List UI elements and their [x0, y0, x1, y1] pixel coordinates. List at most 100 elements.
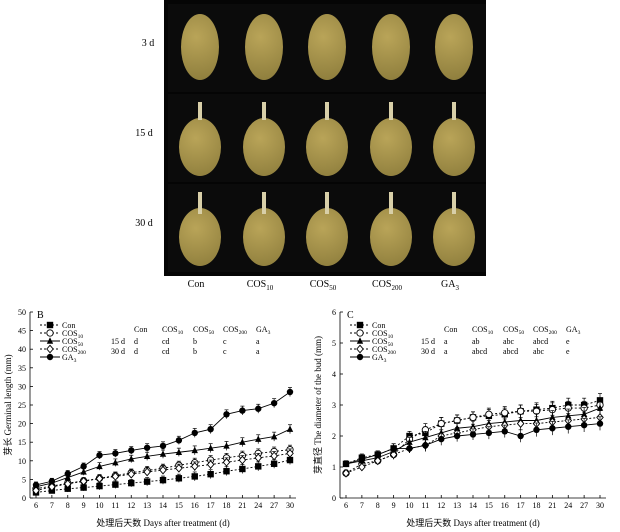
legend-label-sub: 10 — [388, 334, 394, 340]
photo-cell — [422, 94, 486, 182]
x-axis-label: 处理后天数 Days after treatment (d) — [96, 517, 229, 528]
data-point — [175, 463, 183, 473]
table-header-main: COS — [503, 325, 519, 334]
legend-label: Con — [62, 321, 75, 330]
y-tick-label: 45 — [18, 327, 26, 336]
tuber-image — [243, 118, 285, 176]
legend-label-main: GA — [372, 353, 384, 362]
column-label-sub: 50 — [329, 284, 337, 292]
legend-label-sub: 3 — [74, 358, 77, 364]
data-point — [356, 337, 364, 344]
legend-label-sub: 10 — [78, 334, 84, 340]
sprout — [198, 102, 202, 120]
data-point — [128, 447, 135, 454]
legend-label-sub: 200 — [78, 350, 87, 356]
legend-label: COS10 — [372, 329, 393, 340]
data-point — [406, 438, 413, 445]
table-cell: a — [444, 337, 448, 346]
table-header-main: COS — [223, 325, 239, 334]
legend-label-main: COS — [372, 337, 388, 346]
data-point — [239, 438, 246, 445]
table-header: COS50 — [193, 325, 214, 336]
y-tick-label: 0 — [332, 494, 336, 503]
table-header-sub: 3 — [268, 330, 271, 336]
column-label-sub: 3 — [455, 284, 459, 292]
legend-label-main: COS — [372, 345, 388, 354]
photo-cell — [232, 184, 296, 272]
table-header-main: Con — [134, 325, 147, 334]
table-header: COS200 — [223, 325, 247, 336]
tuber-image — [179, 118, 221, 176]
x-tick-label: 18 — [533, 501, 541, 510]
x-tick-label: 6 — [344, 501, 348, 510]
data-point — [96, 462, 103, 470]
legend-label-main: Con — [62, 321, 75, 330]
series-GA3 — [32, 387, 294, 489]
data-point — [549, 425, 556, 432]
photo-cell — [359, 4, 423, 92]
photo-cell — [168, 94, 232, 182]
data-point — [501, 428, 508, 435]
data-point — [469, 431, 477, 438]
legend-label-sub: 50 — [78, 342, 84, 348]
data-point — [128, 455, 135, 462]
tuber-image — [308, 14, 346, 80]
table-cell: d — [134, 347, 138, 356]
x-tick-label: 10 — [406, 501, 414, 510]
data-point — [112, 450, 119, 457]
data-point — [46, 329, 54, 337]
data-point — [159, 465, 167, 475]
data-point — [390, 445, 397, 452]
table-header-sub: 50 — [209, 330, 215, 336]
legend-label-main: COS — [372, 329, 388, 338]
table-header: COS50 — [503, 325, 524, 336]
data-point — [356, 329, 364, 337]
data-point — [32, 481, 40, 489]
data-point — [143, 467, 151, 477]
data-point — [80, 463, 87, 470]
panel-letter: C — [347, 310, 354, 321]
x-tick-label: 15 — [485, 501, 493, 510]
column-label-main: Con — [187, 279, 205, 290]
data-point — [437, 419, 445, 428]
data-point — [485, 429, 493, 437]
x-tick-label: 17 — [207, 501, 215, 510]
x-tick-label: 18 — [223, 501, 231, 510]
data-point — [207, 470, 214, 478]
data-point — [191, 429, 198, 437]
data-point — [222, 457, 231, 467]
x-tick-label: 14 — [469, 501, 477, 510]
tuber-image — [435, 14, 473, 80]
data-point — [207, 425, 214, 433]
y-tick-label: 20 — [18, 420, 26, 429]
tuber-image — [433, 118, 475, 176]
data-point — [175, 437, 183, 444]
chart-b: B 0 5 10 15 20 25 30 35 40 45 50 6 7 8 9 10 11 12 13 14 15 16 1… — [2, 308, 296, 528]
legend-label-main: GA — [62, 353, 74, 362]
table-cell: abc — [533, 347, 545, 356]
sprout — [389, 102, 393, 120]
legend-label: COS50 — [372, 337, 393, 348]
x-tick-label: 11 — [112, 501, 120, 510]
data-point — [46, 344, 54, 354]
legend-label: GA3 — [62, 353, 77, 364]
data-point — [79, 476, 88, 486]
table-cell: b — [193, 337, 197, 346]
data-point — [270, 432, 278, 440]
data-point — [223, 442, 230, 449]
table-cell: c — [223, 347, 227, 356]
column-label: Con — [164, 279, 228, 290]
x-tick-label: 9 — [392, 501, 396, 510]
y-tick-label: 5 — [22, 475, 26, 484]
legend-label-sub: 50 — [388, 342, 394, 348]
photo-cell — [422, 4, 486, 92]
tuber-image — [370, 208, 412, 266]
table-header-sub: 3 — [578, 330, 581, 336]
data-point — [111, 472, 120, 481]
x-axis-label: 处理后天数 Days after treatment (d) — [406, 517, 539, 528]
column-label: COS200 — [355, 279, 419, 292]
table-header: Con — [134, 325, 147, 334]
table-cell: b — [193, 347, 197, 356]
